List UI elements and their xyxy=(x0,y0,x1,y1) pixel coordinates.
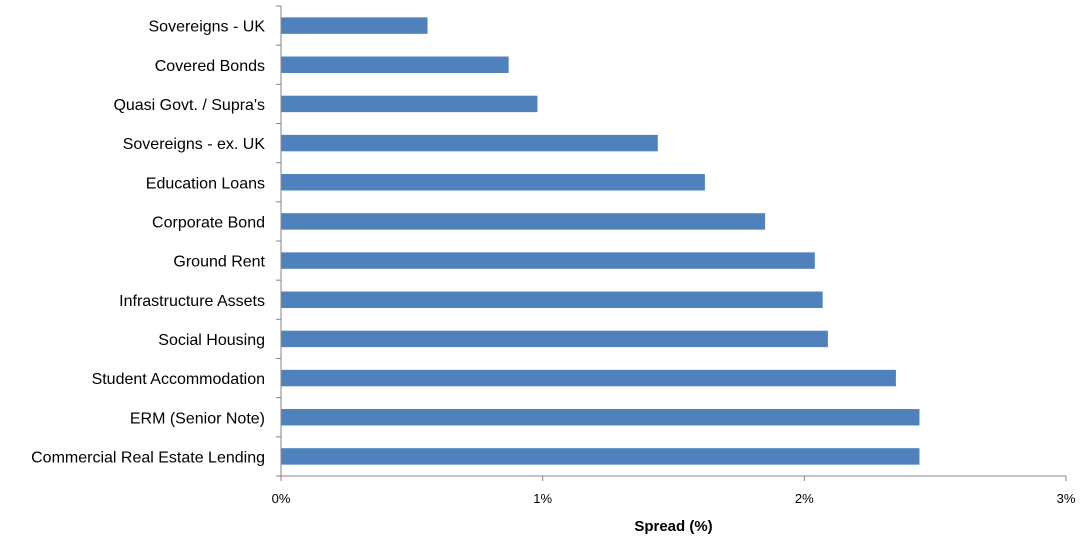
bar-social-housing xyxy=(281,330,828,348)
bar-covered-bonds xyxy=(281,56,509,73)
category-label-corporate-bond: Corporate Bond xyxy=(152,214,265,231)
bar-sovereigns-uk xyxy=(281,17,428,34)
category-label-erm-senior-note: ERM (Senior Note) xyxy=(130,410,265,427)
category-label-quasi-govt-supra-s: Quasi Govt. / Supra's xyxy=(113,97,265,114)
bar-student-accommodation xyxy=(281,369,896,387)
category-label-ground-rent: Ground Rent xyxy=(173,254,265,271)
bar-erm-senior-note xyxy=(281,409,920,426)
x-tick-label-1: 1% xyxy=(533,491,552,506)
bar-education-loans xyxy=(281,174,705,191)
x-tick-label-2: 2% xyxy=(795,491,814,506)
category-label-sovereigns-ex-uk: Sovereigns - ex. UK xyxy=(123,136,266,153)
category-label-student-accommodation: Student Accommodation xyxy=(92,371,265,388)
category-label-infrastructure-assets: Infrastructure Assets xyxy=(119,293,265,310)
x-axis-title: Spread (%) xyxy=(634,518,712,535)
category-label-social-housing: Social Housing xyxy=(158,332,265,349)
category-label-education-loans: Education Loans xyxy=(146,175,265,192)
axes-group: 0% 1% 2% 3% xyxy=(272,5,1076,506)
bar-ground-rent xyxy=(281,252,815,269)
bar-sovereigns-ex-uk xyxy=(281,134,658,152)
bar-commercial-real-estate-lending xyxy=(281,448,920,465)
bar-corporate-bond xyxy=(281,213,766,230)
category-label-sovereigns-uk: Sovereigns - UK xyxy=(149,19,266,36)
bar-infrastructure-assets xyxy=(281,291,823,308)
category-labels-group: Sovereigns - UK Covered Bonds Quasi Govt. … xyxy=(31,19,265,467)
category-label-commercial-real-estate-lending: Commercial Real Estate Lending xyxy=(31,449,265,466)
x-tick-label-0: 0% xyxy=(272,491,291,506)
category-label-covered-bonds: Covered Bonds xyxy=(155,58,265,75)
x-tick-label-3: 3% xyxy=(1057,491,1076,506)
bars-group xyxy=(281,17,920,465)
bar-quasi-govt-supra-s xyxy=(281,95,538,113)
